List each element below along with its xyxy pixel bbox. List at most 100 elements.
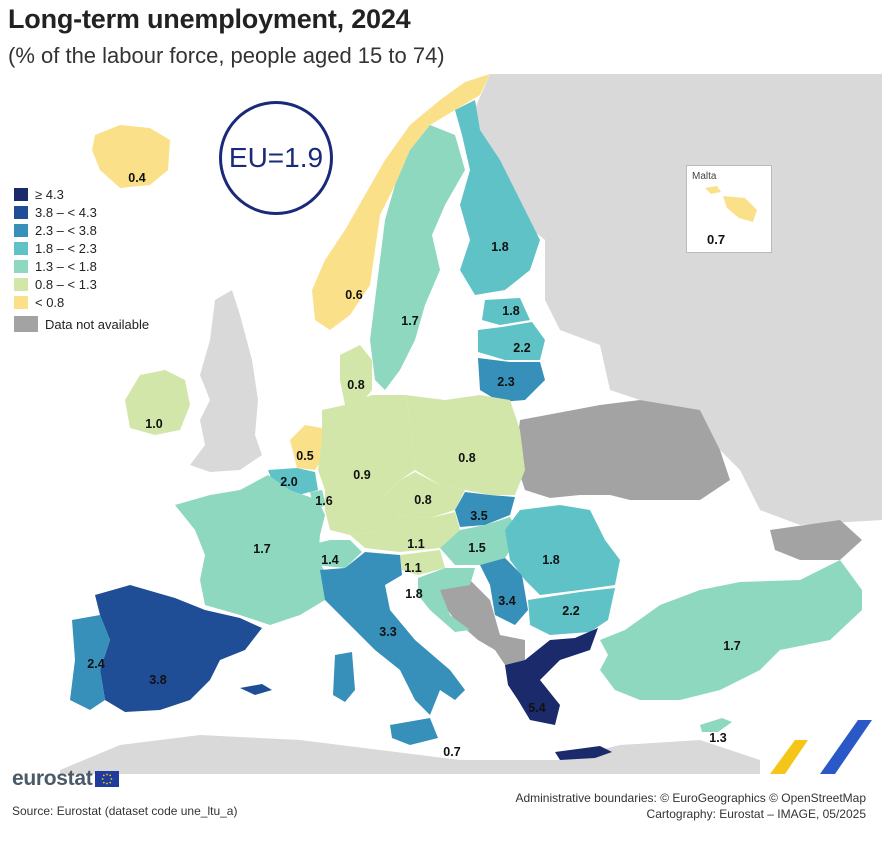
- country-switzerland: [310, 540, 362, 568]
- value-label-greece: 5.4: [528, 701, 545, 715]
- value-label-croatia: 1.8: [405, 587, 422, 601]
- eurostat-logo: eurostat: [12, 767, 120, 791]
- legend-swatch: [14, 205, 28, 219]
- legend-item-not-available: Data not available: [14, 315, 149, 333]
- country-greece-crete: [555, 746, 612, 760]
- legend-label: 1.3 – < 1.8: [35, 258, 97, 274]
- legend: ≥ 4.3 3.8 – < 4.3 2.3 – < 3.8 1.8 – < 2.…: [14, 185, 149, 333]
- country-italy: [320, 552, 465, 715]
- country-netherlands: [290, 425, 325, 470]
- country-italy-sardinia: [333, 652, 355, 702]
- credit-line: Cartography: Eurostat – IMAGE, 05/2025: [646, 807, 866, 821]
- legend-label: 1.8 – < 2.3: [35, 240, 97, 256]
- eu-flag-icon: [95, 771, 120, 787]
- country-cyprus: [700, 718, 732, 732]
- value-label-malta: 0.7: [443, 745, 460, 759]
- country-slovenia: [400, 550, 445, 575]
- legend-label: ≥ 4.3: [35, 186, 64, 202]
- legend-swatch: [14, 277, 28, 291]
- country-romania-fill: [505, 505, 620, 595]
- legend-item: 1.8 – < 2.3: [14, 239, 149, 257]
- value-label-iceland: 0.4: [128, 171, 145, 185]
- legend-item: < 0.8: [14, 293, 149, 311]
- legend-swatch: [14, 187, 28, 201]
- country-denmark: [340, 345, 372, 405]
- value-label-serbia: 3.4: [498, 594, 515, 608]
- value-label-hungary: 1.5: [468, 541, 485, 555]
- legend-item: 0.8 – < 1.3: [14, 275, 149, 293]
- map-title: Long-term unemployment, 2024: [8, 4, 411, 34]
- country-sweden: [370, 125, 465, 390]
- legend-label: 0.8 – < 1.3: [35, 276, 97, 292]
- legend-label: < 0.8: [35, 294, 65, 310]
- eu-average-badge: EU=1.9: [219, 101, 333, 215]
- eurostat-logo-text: eurostat: [12, 767, 93, 790]
- country-ireland: [125, 370, 190, 435]
- value-label-germany: 0.9: [353, 468, 370, 482]
- eu-logo-stripe-yellow: [770, 740, 808, 774]
- country-latvia: [478, 322, 545, 360]
- region-africa-land: [60, 735, 760, 774]
- malta-inset-shape: [705, 186, 757, 222]
- country-france: [175, 475, 330, 625]
- value-label-finland: 1.8: [491, 240, 508, 254]
- value-label-latvia: 2.2: [513, 341, 530, 355]
- legend-item: 2.3 – < 3.8: [14, 221, 149, 239]
- value-label-slovenia: 1.1: [404, 561, 421, 575]
- value-label-lithuania: 2.3: [497, 375, 514, 389]
- legend-label: 2.3 – < 3.8: [35, 222, 97, 238]
- country-spain: [95, 585, 262, 712]
- value-label-italy: 3.3: [379, 625, 396, 639]
- region-caucasus-land: [770, 520, 862, 560]
- legend-item: 1.3 – < 1.8: [14, 257, 149, 275]
- value-label-spain: 3.8: [149, 673, 166, 687]
- value-label-romania: 1.8: [542, 553, 559, 567]
- malta-inset: Malta 0.7: [686, 165, 772, 253]
- value-label-norway: 0.6: [345, 288, 362, 302]
- value-label-belgium: 2.0: [280, 475, 297, 489]
- credits: Administrative boundaries: © EuroGeograp…: [515, 790, 866, 822]
- country-bulgaria: [528, 588, 615, 635]
- country-austria: [350, 512, 460, 552]
- country-hungary: [440, 517, 520, 565]
- value-label-portugal: 2.4: [87, 657, 104, 671]
- malta-inset-name: Malta: [692, 171, 717, 182]
- legend-item: 3.8 – < 4.3: [14, 203, 149, 221]
- country-portugal: [70, 615, 110, 710]
- credit-line: Administrative boundaries: © EuroGeograp…: [515, 791, 866, 805]
- country-estonia: [482, 298, 530, 325]
- value-label-estonia: 1.8: [502, 304, 519, 318]
- value-label-luxembourg: 1.6: [315, 494, 332, 508]
- eu-logo-stripe-blue: [820, 720, 872, 774]
- country-lithuania: [478, 358, 545, 402]
- value-label-bulgaria: 2.2: [562, 604, 579, 618]
- legend-swatch: [14, 295, 28, 309]
- country-finland: [455, 100, 540, 295]
- country-czechia: [385, 472, 465, 518]
- country-germany: [318, 395, 415, 535]
- legend-swatch: [14, 223, 28, 237]
- map-subtitle: (% of the labour force, people aged 15 t…: [8, 43, 445, 68]
- value-label-slovakia: 3.5: [470, 509, 487, 523]
- region-uk-land: [190, 290, 262, 472]
- country-croatia: [418, 568, 475, 632]
- country-poland: [405, 395, 525, 495]
- value-label-ireland: 1.0: [145, 417, 162, 431]
- europe-map: 0.4 0.6 1.7 1.8 1.8 2.2 2.3 0.8 1.0 0.5 …: [60, 74, 882, 774]
- value-label-france: 1.7: [253, 542, 270, 556]
- value-label-poland: 0.8: [458, 451, 475, 465]
- country-serbia: [480, 558, 528, 625]
- value-label-turkiye: 1.7: [723, 639, 740, 653]
- legend-swatch: [14, 259, 28, 273]
- value-label-czechia: 0.8: [414, 493, 431, 507]
- country-norway: [312, 74, 490, 330]
- malta-inset-value: 0.7: [707, 232, 726, 247]
- legend-item: ≥ 4.3: [14, 185, 149, 203]
- country-balearic: [240, 684, 272, 695]
- region-balkans-na-land: [430, 580, 525, 665]
- country-slovakia: [455, 492, 515, 527]
- country-iceland: [92, 125, 170, 188]
- country-italy-sicily: [390, 718, 438, 745]
- region-russia-land: [470, 74, 882, 525]
- value-label-sweden: 1.7: [401, 314, 418, 328]
